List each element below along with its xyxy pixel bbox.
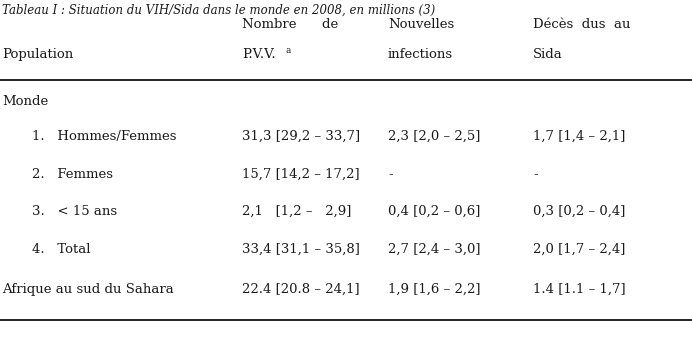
Text: 31,3 [29,2 – 33,7]: 31,3 [29,2 – 33,7] xyxy=(242,130,360,143)
Text: 2,7 [2,4 – 3,0]: 2,7 [2,4 – 3,0] xyxy=(388,243,480,256)
Text: Nouvelles: Nouvelles xyxy=(388,18,454,31)
Text: Sida: Sida xyxy=(533,48,563,61)
Text: -: - xyxy=(533,168,538,181)
Text: 2,3 [2,0 – 2,5]: 2,3 [2,0 – 2,5] xyxy=(388,130,480,143)
Text: 2.   Femmes: 2. Femmes xyxy=(32,168,113,181)
Text: 4.   Total: 4. Total xyxy=(32,243,91,256)
Text: Décès  dus  au: Décès dus au xyxy=(533,18,630,31)
Text: P.V.V.: P.V.V. xyxy=(242,48,275,61)
Text: a: a xyxy=(285,46,291,55)
Text: 1.4 [1.1 – 1,7]: 1.4 [1.1 – 1,7] xyxy=(533,283,626,296)
Text: 2,0 [1,7 – 2,4]: 2,0 [1,7 – 2,4] xyxy=(533,243,626,256)
Text: Afrique au sud du Sahara: Afrique au sud du Sahara xyxy=(2,283,174,296)
Text: Monde: Monde xyxy=(2,95,48,108)
Text: Tableau I : Situation du VIH/Sida dans le monde en 2008, en millions (3): Tableau I : Situation du VIH/Sida dans l… xyxy=(2,4,435,17)
Text: 0,3 [0,2 – 0,4]: 0,3 [0,2 – 0,4] xyxy=(533,205,626,218)
Text: 1.   Hommes/Femmes: 1. Hommes/Femmes xyxy=(32,130,176,143)
Text: Nombre      de: Nombre de xyxy=(242,18,338,31)
Text: 3.   < 15 ans: 3. < 15 ans xyxy=(32,205,117,218)
Text: -: - xyxy=(388,168,392,181)
Text: 2,1   [1,2 –   2,9]: 2,1 [1,2 – 2,9] xyxy=(242,205,352,218)
Text: 33,4 [31,1 – 35,8]: 33,4 [31,1 – 35,8] xyxy=(242,243,360,256)
Text: 1,7 [1,4 – 2,1]: 1,7 [1,4 – 2,1] xyxy=(533,130,626,143)
Text: 0,4 [0,2 – 0,6]: 0,4 [0,2 – 0,6] xyxy=(388,205,480,218)
Text: Population: Population xyxy=(2,48,73,61)
Text: 1,9 [1,6 – 2,2]: 1,9 [1,6 – 2,2] xyxy=(388,283,480,296)
Text: infections: infections xyxy=(388,48,453,61)
Text: 15,7 [14,2 – 17,2]: 15,7 [14,2 – 17,2] xyxy=(242,168,360,181)
Text: 22.4 [20.8 – 24,1]: 22.4 [20.8 – 24,1] xyxy=(242,283,360,296)
